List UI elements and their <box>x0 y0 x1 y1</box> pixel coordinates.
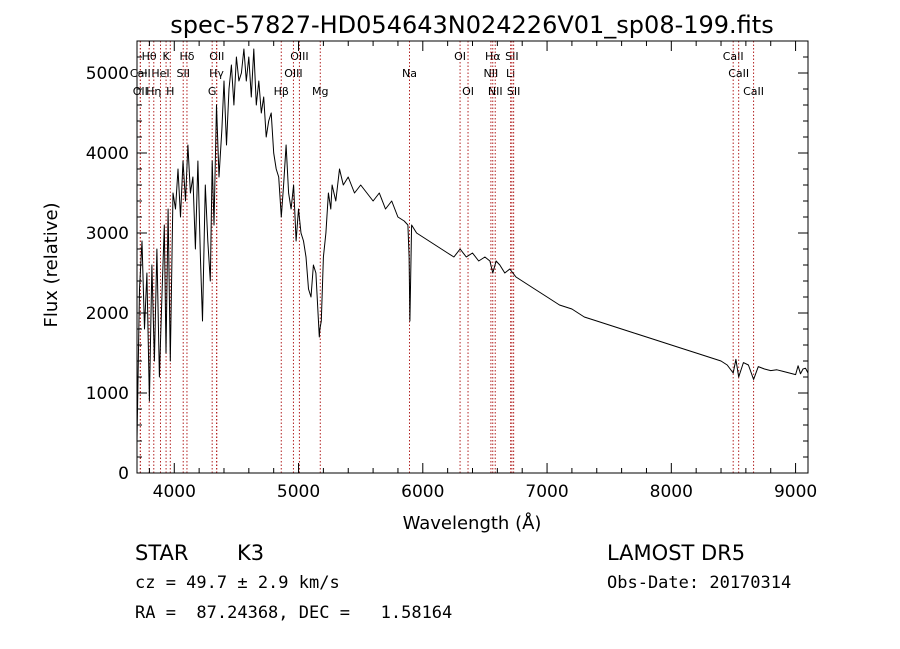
x-axis-label: Wavelength (Å) <box>403 512 542 534</box>
y-tick-label: 2000 <box>86 304 129 324</box>
y-tick-label: 5000 <box>86 64 129 84</box>
line-marker-label: NII <box>488 85 503 98</box>
line-marker-label: OI <box>462 85 474 98</box>
spectrum-chart: spec-57827-HD054643N024226V01_sp08-199.f… <box>41 11 817 534</box>
line-marker-label: SII <box>176 67 189 80</box>
line-marker-label: H <box>166 85 174 98</box>
line-marker-label: CaII <box>743 85 764 98</box>
object-type-label: STAR <box>135 541 189 565</box>
x-tick-label: 6000 <box>401 482 444 502</box>
line-marker-label: Hη <box>146 85 161 98</box>
line-marker-label: Hα <box>485 50 501 63</box>
y-tick-label: 4000 <box>86 144 129 164</box>
redshift-label: cz = 49.7 ± 2.9 km/s <box>135 573 340 593</box>
y-tick-label: 3000 <box>86 224 129 244</box>
x-tick-label: 8000 <box>650 482 693 502</box>
chart-title: spec-57827-HD054643N024226V01_sp08-199.f… <box>170 11 773 39</box>
line-marker-label: Hδ <box>179 50 194 63</box>
spectrum-line <box>136 48 809 442</box>
plot-frame <box>136 40 809 474</box>
coordinates-label: RA = 87.24368, DEC = 1.58164 <box>135 603 453 623</box>
line-marker-label: CaII <box>723 50 744 63</box>
x-tick-label: 4000 <box>153 482 196 502</box>
line-marker-label: Hγ <box>209 67 224 80</box>
x-tick-label: 9000 <box>774 482 817 502</box>
line-marker-label: OIII <box>284 67 302 80</box>
line-marker-label: HeI <box>151 67 169 80</box>
y-tick-label: 1000 <box>86 384 129 404</box>
line-marker-label: NII <box>484 67 499 80</box>
line-marker-label: Mg <box>312 85 328 98</box>
line-marker-label: CaII <box>728 67 749 80</box>
line-marker-label: OIII <box>290 50 308 63</box>
x-tick-label: 7000 <box>525 482 568 502</box>
line-marker-label: K <box>162 50 170 63</box>
line-marker-label: SII <box>505 50 518 63</box>
obs-date-label: Obs-Date: 20170314 <box>607 573 792 593</box>
line-marker-label: Na <box>402 67 417 80</box>
line-marker-label: G <box>208 85 217 98</box>
survey-label: LAMOST DR5 <box>607 541 746 565</box>
line-marker-label: Li <box>506 67 515 80</box>
line-marker-label: OI <box>454 50 466 63</box>
y-axis-label: Flux (relative) <box>41 202 62 327</box>
x-tick-label: 5000 <box>277 482 320 502</box>
y-tick-label: 0 <box>118 464 129 484</box>
series-layer <box>136 48 809 442</box>
line-marker-label: Hβ <box>274 85 289 98</box>
spectral-subclass-label: K3 <box>237 541 265 565</box>
line-marker-label: SII <box>507 85 520 98</box>
axis-tick-layer: 4000 5000 6000 7000 8000 9000 0 1000 2000 3000 400… <box>86 40 817 502</box>
line-marker-label: Hθ <box>142 50 157 63</box>
